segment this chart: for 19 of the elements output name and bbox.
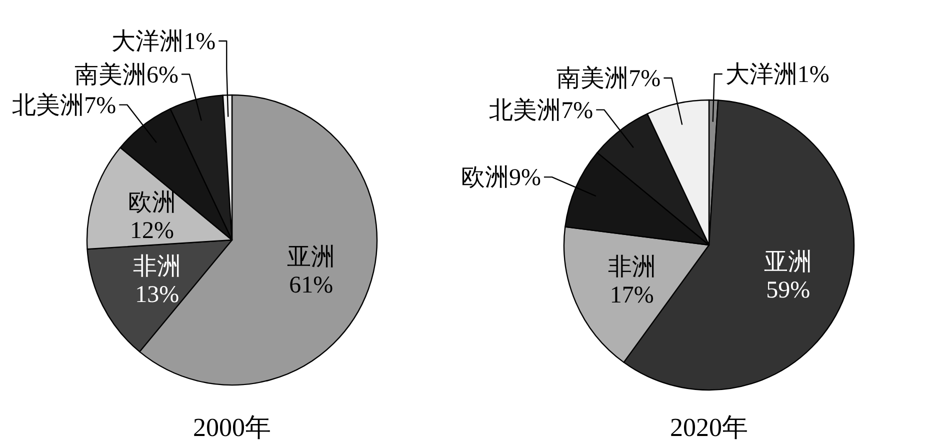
slice-label: 亚洲 <box>764 249 812 276</box>
data-label: 17% <box>610 282 654 308</box>
slice-label: 欧洲9% <box>460 165 541 192</box>
data-label: 59% <box>766 277 810 304</box>
text: 2020年 <box>670 413 748 442</box>
slice-label: 亚洲 <box>287 244 336 270</box>
slice-label: 大洋洲1% <box>112 28 216 55</box>
slice-label: 大洋洲1% <box>725 62 830 88</box>
text: 2000年 <box>193 413 271 442</box>
data-label: 13% <box>135 282 180 308</box>
slice-label: 北美洲7% <box>12 92 116 119</box>
data-label: 12% <box>130 218 174 244</box>
slice-label: 南美洲6% <box>74 61 178 88</box>
slice-label: 非洲 <box>608 254 656 280</box>
data-label: 61% <box>289 272 334 298</box>
slice-label: 非洲 <box>133 254 182 280</box>
slice-label: 北美洲7% <box>489 96 594 124</box>
slice-label: 南美洲7% <box>556 65 661 92</box>
slice-label: 欧洲 <box>128 190 176 216</box>
